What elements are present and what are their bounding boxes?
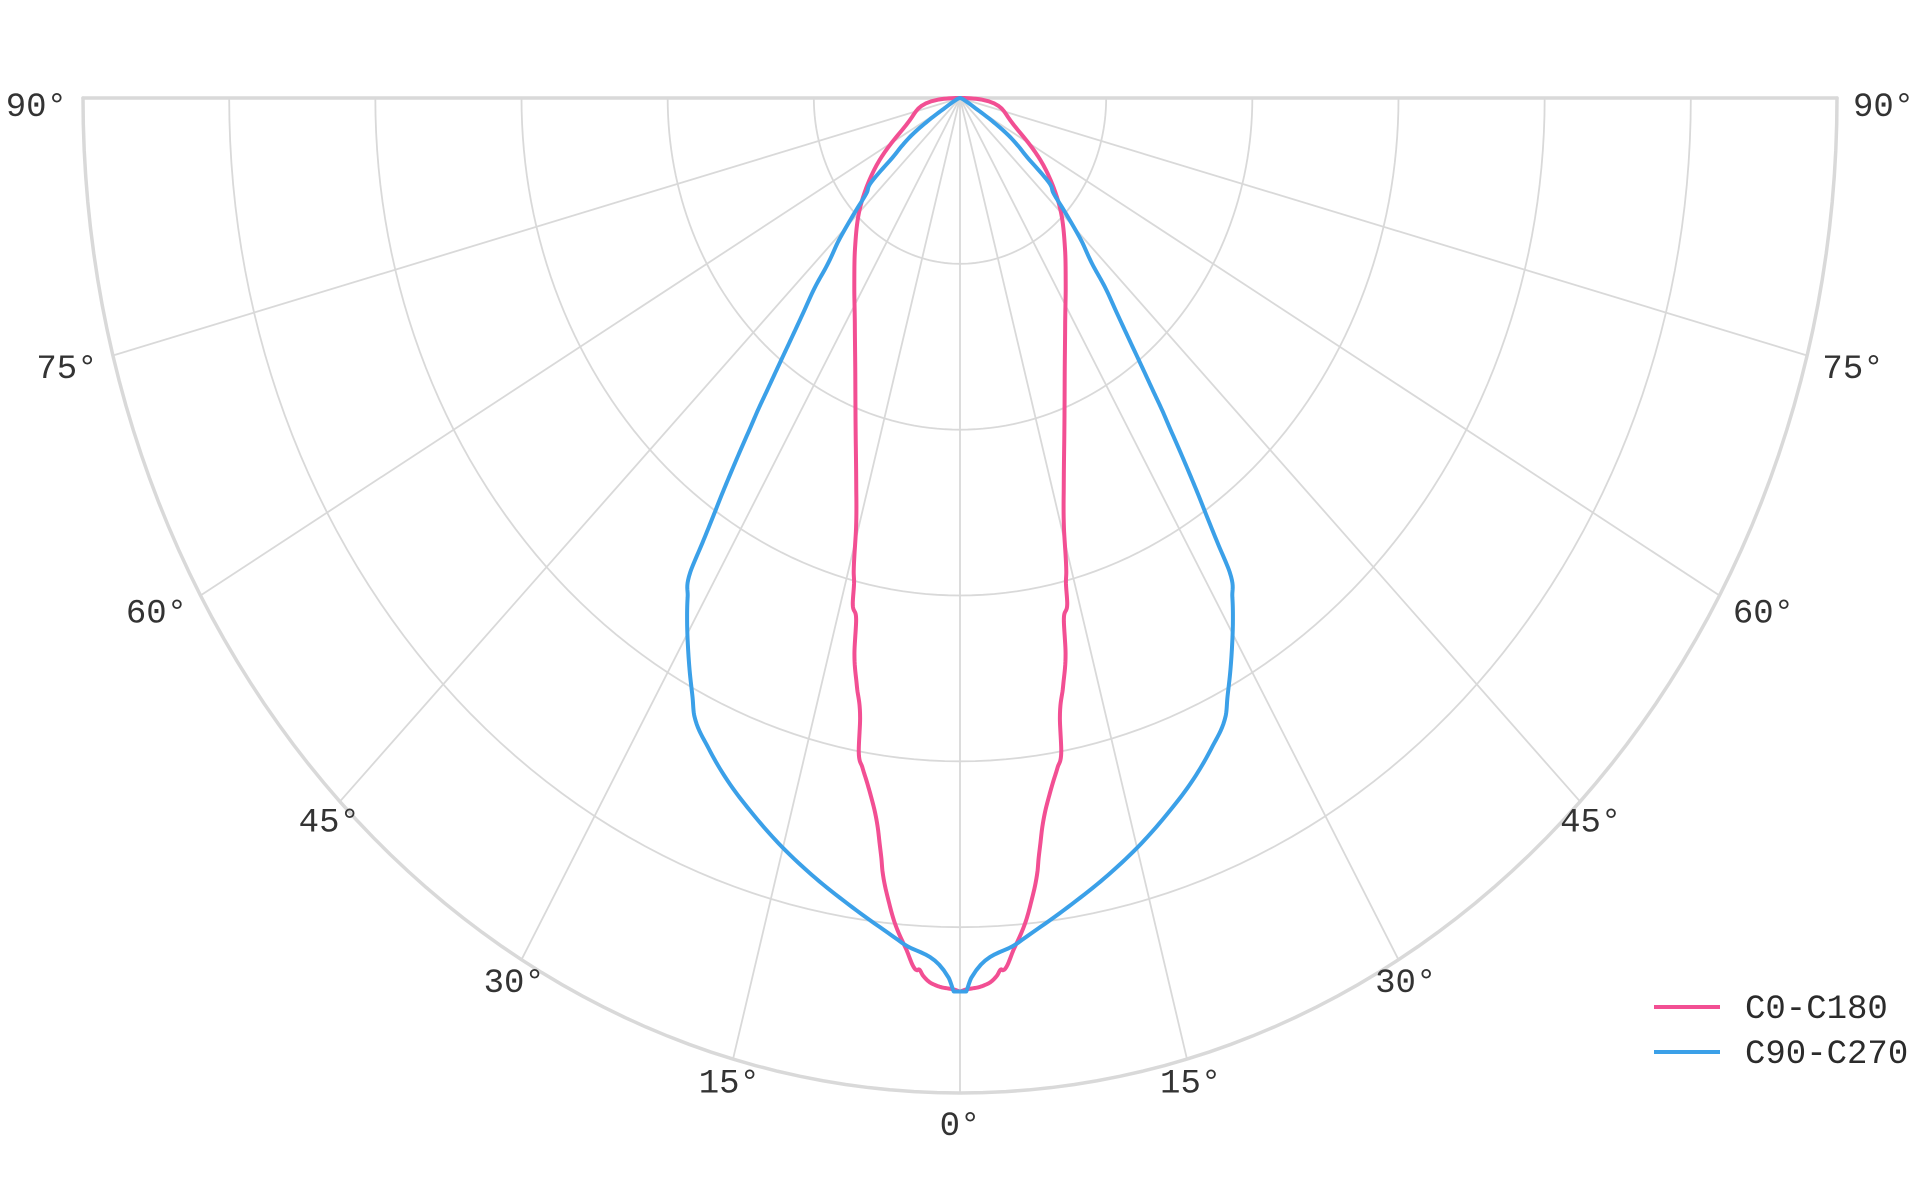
svg-text:30°: 30°	[484, 965, 545, 1003]
svg-text:60°: 60°	[126, 595, 187, 633]
svg-text:0°: 0°	[940, 1108, 981, 1146]
svg-text:15°: 15°	[699, 1066, 760, 1104]
svg-text:75°: 75°	[36, 351, 97, 389]
svg-text:C0-C180: C0-C180	[1745, 991, 1888, 1029]
svg-text:75°: 75°	[1822, 351, 1883, 389]
svg-text:45°: 45°	[299, 805, 360, 843]
svg-text:30°: 30°	[1375, 965, 1436, 1003]
svg-text:15°: 15°	[1160, 1066, 1221, 1104]
svg-text:C90-C270: C90-C270	[1745, 1036, 1908, 1074]
svg-text:60°: 60°	[1733, 595, 1794, 633]
svg-text:90°: 90°	[1853, 89, 1914, 127]
svg-text:90°: 90°	[6, 89, 67, 127]
svg-text:45°: 45°	[1560, 805, 1621, 843]
